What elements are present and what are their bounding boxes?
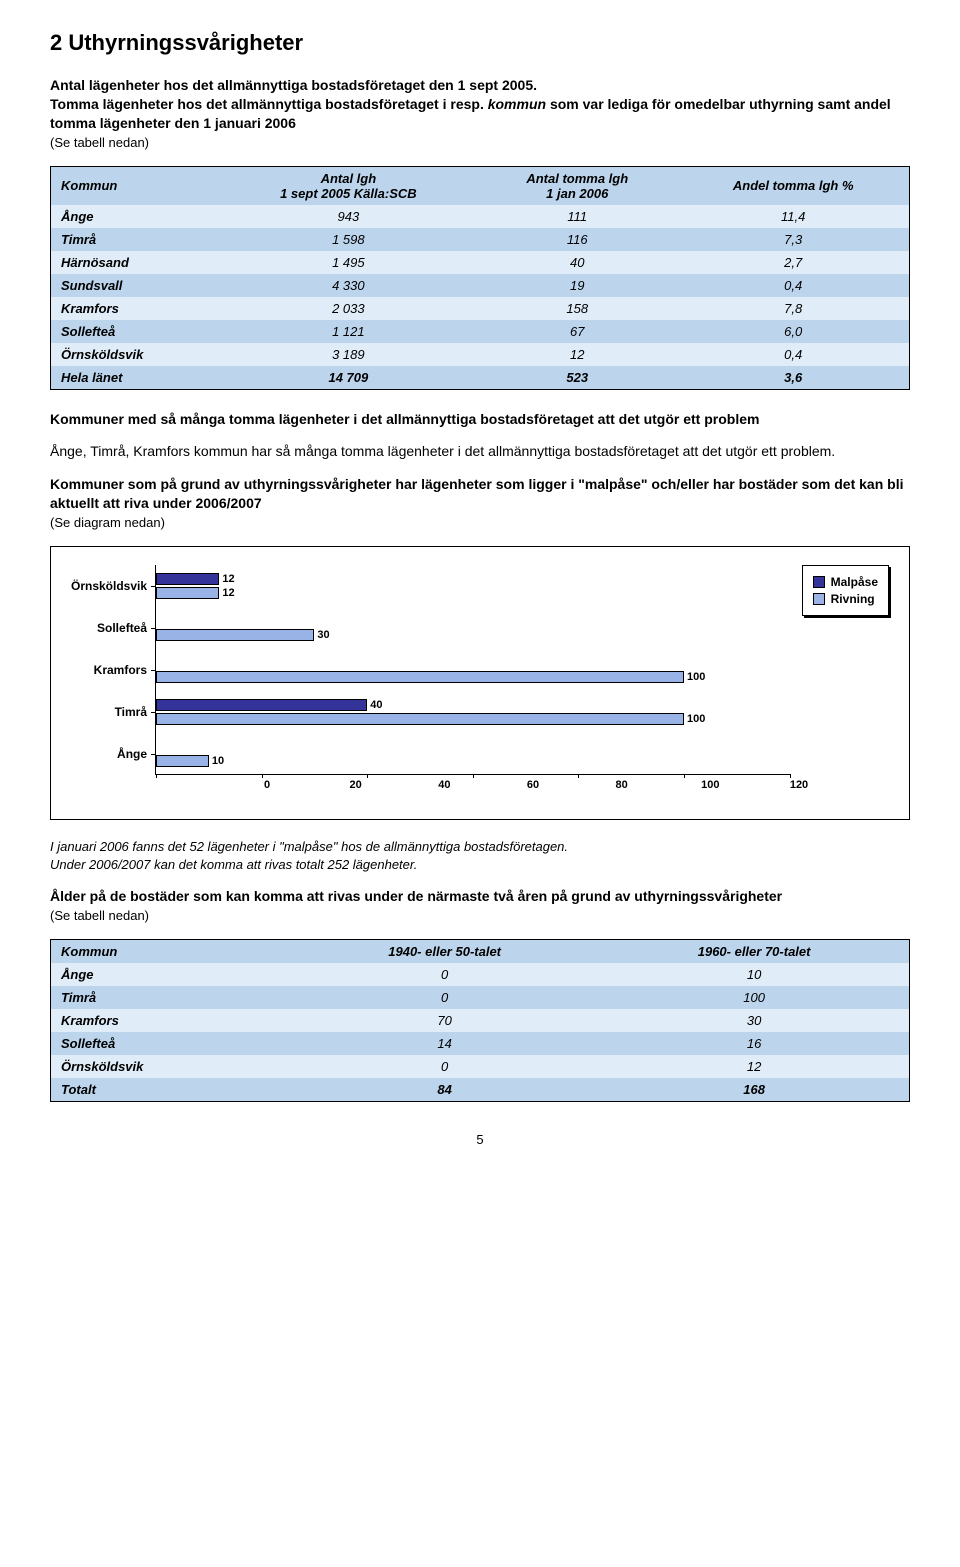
ylabel: Örnsköldsvik xyxy=(71,579,147,593)
midheading2-block: Kommuner som på grund av uthyrningssvåri… xyxy=(50,475,910,532)
bar-rivning: 12 xyxy=(156,587,219,599)
table-row: Örnsköldsvik3 189120,4 xyxy=(51,343,910,366)
ylabel: Kramfors xyxy=(71,663,147,677)
table-row: Sollefteå1416 xyxy=(51,1032,910,1055)
bar-rivning: 100 xyxy=(156,671,684,683)
table-row: Ånge010 xyxy=(51,963,910,986)
note3: (Se tabell nedan) xyxy=(50,908,149,923)
bar-value-label: 30 xyxy=(317,629,329,641)
table-row: Timrå1 5981167,3 xyxy=(51,228,910,251)
xaxis-tick-label: 40 xyxy=(438,779,450,791)
ylabel: Sollefteå xyxy=(71,621,147,635)
table-row: Örnsköldsvik012 xyxy=(51,1055,910,1078)
heading3: Ålder på de bostäder som kan komma att r… xyxy=(50,888,782,904)
col-kommun2: Kommun xyxy=(51,939,291,963)
col-kommun: Kommun xyxy=(51,166,220,205)
table-age: Kommun 1940- eller 50-talet 1960- eller … xyxy=(50,939,910,1102)
bar-value-label: 12 xyxy=(222,573,234,585)
xaxis-tick-label: 60 xyxy=(527,779,539,791)
bar-malpase: 40 xyxy=(156,699,367,711)
table-row: Kramfors7030 xyxy=(51,1009,910,1032)
legend-swatch-icon xyxy=(813,576,825,588)
intro-line2a: Tomma lägenheter hos det allmännyttiga b… xyxy=(50,96,488,112)
xaxis-tick-label: 120 xyxy=(790,779,808,791)
table-row: Timrå0100 xyxy=(51,986,910,1009)
ylabel: Ånge xyxy=(71,747,147,761)
chart-y-labels: Örnsköldsvik Sollefteå Kramfors Timrå Ån… xyxy=(71,565,155,775)
bar-rivning: 30 xyxy=(156,629,314,641)
bar-rivning: 100 xyxy=(156,713,684,725)
table-row: Härnösand1 495402,7 xyxy=(51,251,910,274)
midheading1: Kommuner med så många tomma lägenheter i… xyxy=(50,410,910,429)
chart-plot-area: 1212301004010010 xyxy=(155,565,790,775)
bar-rivning: 10 xyxy=(156,755,209,767)
intro-note: (Se tabell nedan) xyxy=(50,135,149,150)
chart-inner: Örnsköldsvik Sollefteå Kramfors Timrå Ån… xyxy=(71,565,889,775)
xaxis-labels: 020406080100120 xyxy=(267,779,799,795)
chartnote2: Under 2006/2007 kan det komma att rivas … xyxy=(50,857,417,872)
bar-value-label: 10 xyxy=(212,755,224,767)
xaxis-tick-label: 0 xyxy=(264,779,270,791)
col-antal-lgh: Antal lgh1 sept 2005 Källa:SCB xyxy=(220,166,477,205)
table-lgh: Kommun Antal lgh1 sept 2005 Källa:SCB An… xyxy=(50,166,910,390)
intro-line1: Antal lägenheter hos det allmännyttiga b… xyxy=(50,77,537,93)
bar-malpase: 12 xyxy=(156,573,219,585)
legend-swatch-icon xyxy=(813,593,825,605)
legend-item-rivning: Rivning xyxy=(813,592,878,606)
col-6070: 1960- eller 70-talet xyxy=(599,939,909,963)
ylabel: Timrå xyxy=(71,705,147,719)
table-row: Kramfors2 0331587,8 xyxy=(51,297,910,320)
legend-item-malpase: Malpåse xyxy=(813,575,878,589)
heading3-block: Ålder på de bostäder som kan komma att r… xyxy=(50,887,910,925)
col-andel: Andel tomma lgh % xyxy=(677,166,909,205)
col-4050: 1940- eller 50-talet xyxy=(290,939,599,963)
chart-note: I januari 2006 fanns det 52 lägenheter i… xyxy=(50,838,910,873)
col-tomma-lgh: Antal tomma lgh1 jan 2006 xyxy=(477,166,677,205)
midpara: Ånge, Timrå, Kramfors kommun har så mång… xyxy=(50,442,910,461)
intro-line2b: kommun xyxy=(488,96,546,112)
xaxis-tick-label: 100 xyxy=(701,779,719,791)
bar-value-label: 40 xyxy=(370,699,382,711)
table-row: Totalt84168 xyxy=(51,1078,910,1102)
table-header-row: Kommun 1940- eller 50-talet 1960- eller … xyxy=(51,939,910,963)
legend-label: Rivning xyxy=(831,592,875,606)
chart-x-axis: 0 20 40 60 80 100 120 xyxy=(173,779,889,795)
page-heading: 2 Uthyrningssvårigheter xyxy=(50,30,910,56)
chart-legend: Malpåse Rivning xyxy=(802,565,889,616)
table-row: Sollefteå1 121676,0 xyxy=(51,320,910,343)
page-number: 5 xyxy=(50,1132,910,1147)
table-row: Hela länet14 7095233,6 xyxy=(51,366,910,390)
midheading2: Kommuner som på grund av uthyrningssvåri… xyxy=(50,476,904,511)
intro-paragraph: Antal lägenheter hos det allmännyttiga b… xyxy=(50,76,910,152)
bar-value-label: 100 xyxy=(687,671,705,683)
legend-label: Malpåse xyxy=(831,575,878,589)
bar-value-label: 12 xyxy=(222,587,234,599)
xaxis-tick-label: 20 xyxy=(350,779,362,791)
xaxis-tick-label: 80 xyxy=(616,779,628,791)
table-header-row: Kommun Antal lgh1 sept 2005 Källa:SCB An… xyxy=(51,166,910,205)
table-row: Sundsvall4 330190,4 xyxy=(51,274,910,297)
midnote2: (Se diagram nedan) xyxy=(50,515,165,530)
chartnote1: I januari 2006 fanns det 52 lägenheter i… xyxy=(50,839,568,854)
bar-value-label: 100 xyxy=(687,713,705,725)
table-row: Ånge94311111,4 xyxy=(51,205,910,228)
chart-container: Örnsköldsvik Sollefteå Kramfors Timrå Ån… xyxy=(50,546,910,820)
